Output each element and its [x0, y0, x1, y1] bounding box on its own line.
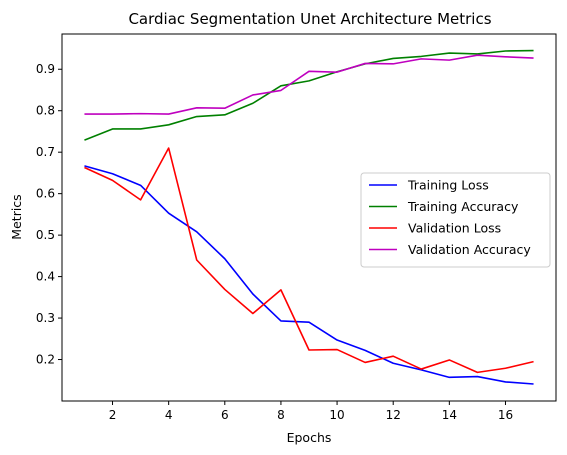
- x-tick-label-4: 10: [329, 408, 344, 422]
- y-tick-label-1: 0.3: [36, 311, 55, 325]
- plot-area: [84, 49, 534, 385]
- y-axis: 0.2 0.3 0.4 0.5 0.6 0.7 0.8 0.9: [36, 62, 62, 367]
- series-line-0: [84, 165, 534, 385]
- legend-label-2: Validation Loss: [408, 221, 501, 236]
- x-tick-label-1: 4: [165, 408, 173, 422]
- x-tick-label-7: 16: [498, 408, 513, 422]
- x-tick-label-5: 12: [386, 408, 401, 422]
- legend-box: [360, 172, 551, 268]
- series-line-3: [84, 54, 534, 115]
- series-line-1: [84, 49, 534, 141]
- series-line-2: [84, 147, 534, 374]
- legend-label-0: Training Loss: [407, 178, 489, 193]
- x-tick-label-2: 6: [221, 408, 229, 422]
- y-tick-label-4: 0.6: [36, 187, 55, 201]
- x-axis-label: Epochs: [287, 430, 332, 445]
- y-tick-label-0: 0.2: [36, 353, 55, 367]
- x-tick-label-0: 2: [109, 408, 117, 422]
- x-tick-label-3: 8: [277, 408, 285, 422]
- y-tick-label-5: 0.7: [36, 145, 55, 159]
- chart-title: Cardiac Segmentation Unet Architecture M…: [128, 10, 491, 28]
- y-tick-label-2: 0.4: [36, 270, 55, 284]
- x-tick-label-6: 14: [442, 408, 457, 422]
- y-tick-label-3: 0.5: [36, 228, 55, 242]
- legend-label-1: Training Accuracy: [407, 199, 519, 214]
- y-axis-label: Metrics: [9, 194, 24, 239]
- x-axis: 2 4 6 8 10 12 14 16: [109, 401, 513, 422]
- axes-frame: [61, 33, 557, 402]
- legend-label-3: Validation Accuracy: [408, 242, 531, 257]
- y-tick-label-7: 0.9: [36, 62, 55, 76]
- y-tick-label-6: 0.8: [36, 104, 55, 118]
- legend: Training Loss Training Accuracy Validation…: [360, 172, 551, 268]
